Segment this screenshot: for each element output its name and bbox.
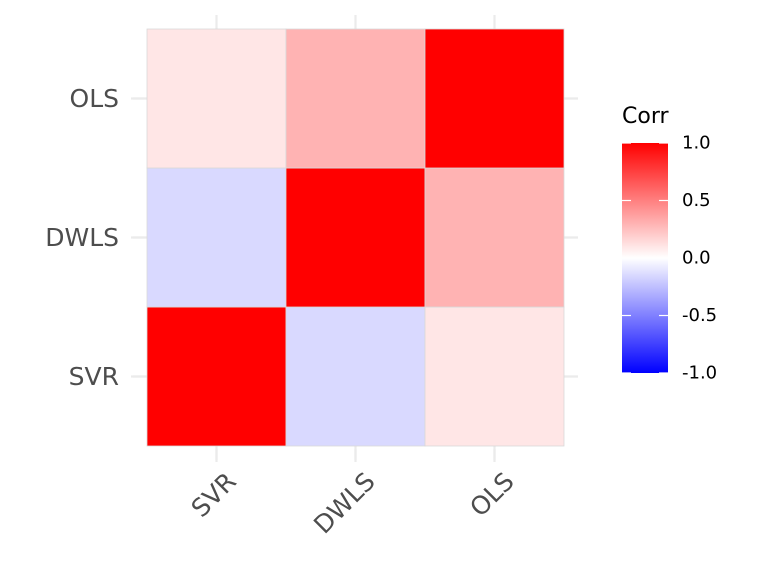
y-tick-label: SVR <box>69 362 119 391</box>
heatmap-cell <box>424 28 565 169</box>
x-tick-label: DWLS <box>308 467 381 540</box>
heatmap-cell <box>146 167 287 308</box>
y-axis-labels: SVR DWLS OLS <box>45 84 119 391</box>
heatmap-cell <box>285 28 426 169</box>
x-tick-label: SVR <box>186 467 242 523</box>
legend-label: -1.0 <box>682 363 717 384</box>
x-tick-label: OLS <box>464 467 519 522</box>
y-tick-label: DWLS <box>45 223 119 252</box>
legend-title: Corr <box>622 104 669 129</box>
heatmap-cell <box>146 306 287 447</box>
legend-label: 1.0 <box>682 133 711 154</box>
legend-label: -0.5 <box>682 305 717 326</box>
legend-label: 0.0 <box>682 248 711 269</box>
heatmap-cell <box>424 306 565 447</box>
heatmap-cell <box>285 167 426 308</box>
heatmap-cells <box>146 28 565 447</box>
x-axis-labels: SVR DWLS OLS <box>186 467 520 540</box>
axis-ticks <box>131 97 496 462</box>
heatmap-cell <box>285 306 426 447</box>
heatmap-cell <box>424 167 565 308</box>
legend-label: 0.5 <box>682 190 711 211</box>
heatmap-cell <box>146 28 287 169</box>
y-tick-label: OLS <box>70 84 119 113</box>
legend: Corr 1.0 0.5 0.0 -0.5 -1.0 <box>622 104 717 384</box>
